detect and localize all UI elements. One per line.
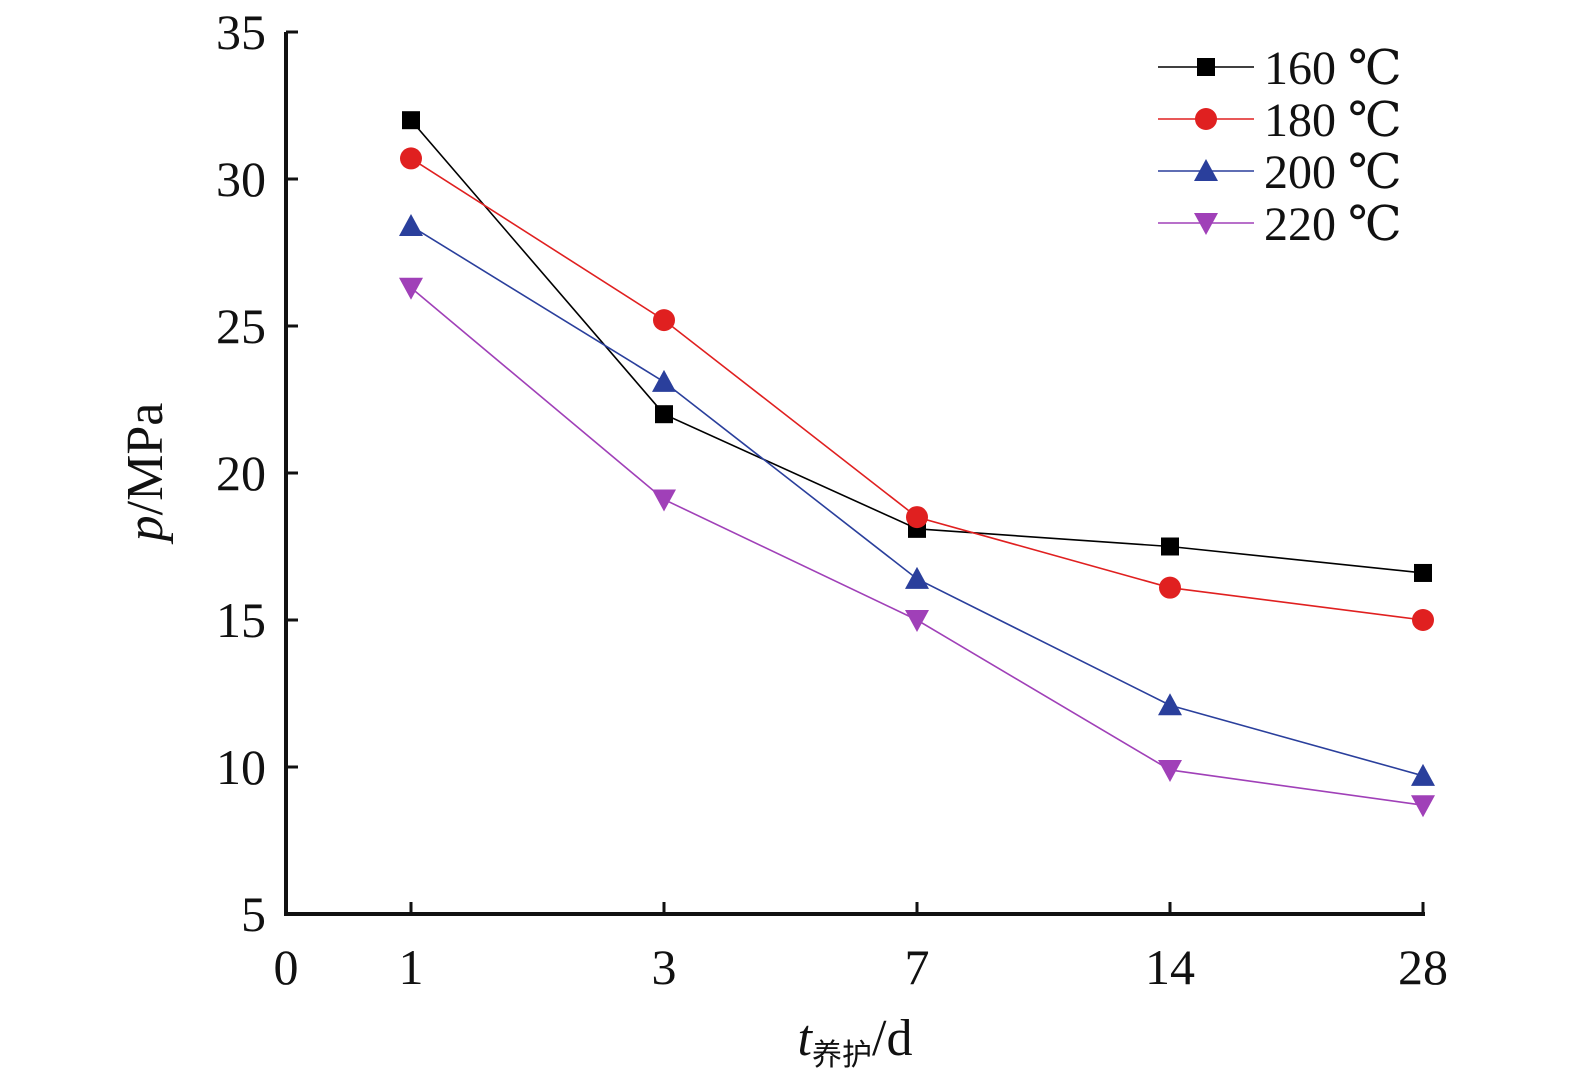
data-point [1161,537,1179,556]
x-tick-label: 28 [1398,939,1448,995]
data-point [1158,693,1182,716]
y-tick-label: 35 [216,4,266,60]
y-axis-variable: p [117,515,174,545]
data-point [905,610,929,632]
legend-marker [1197,58,1215,76]
y-axis-unit: /MPa [117,403,174,516]
legend-marker [1194,213,1218,235]
data-point [655,405,673,424]
data-point [652,489,676,512]
x-tick-label: 3 [652,939,677,995]
x-tick-label: 14 [1145,939,1195,995]
legend-marker [1194,159,1218,181]
x-axis-subscript: 养护 [812,1038,872,1073]
data-point [906,506,928,529]
data-point [1411,763,1435,786]
data-point [1412,609,1434,631]
legend-item: 160 ℃ [1158,42,1402,95]
series-1 [400,147,1434,631]
x-tick-label: 1 [399,939,424,995]
data-point [400,147,422,170]
series-layer [399,111,1435,818]
data-point [402,111,420,130]
y-tick-label: 5 [241,886,266,942]
legend-label: 180 ℃ [1264,94,1402,147]
series-3 [399,277,1435,818]
data-point [905,566,929,589]
y-axis-label: p/MPa [117,403,174,546]
x-axis-unit: /d [872,1010,912,1067]
y-tick-label: 15 [216,592,266,648]
y-tick-label: 10 [216,739,266,795]
legend-item: 180 ℃ [1158,94,1402,147]
data-point [1159,576,1181,599]
axes: 5 10 15 20 25 30 35 0 1 3 7 14 28 [216,4,1448,995]
y-tick-label: 25 [216,298,266,354]
data-point [1414,563,1432,582]
data-point [399,277,423,300]
y-tick-label: 30 [216,151,266,207]
legend-label: 220 ℃ [1264,198,1402,251]
data-point [653,309,675,332]
data-point [399,214,423,237]
legend-label: 160 ℃ [1264,42,1402,95]
x-axis-label: t养护/d [798,1010,913,1073]
x-tick-label: 0 [274,939,299,995]
series-0 [402,111,1432,582]
data-point [1411,795,1435,818]
legend-item: 220 ℃ [1158,198,1402,251]
data-point [1158,759,1182,782]
series-line [410,287,1424,807]
legend-marker [1195,108,1217,130]
series-2 [399,214,1435,786]
legend-item: 200 ℃ [1158,146,1402,199]
data-point [652,369,676,392]
x-tick-label: 7 [905,939,930,995]
legend-label: 200 ℃ [1264,146,1402,199]
y-tick-label: 20 [216,445,266,501]
x-axis-variable: t [798,1010,814,1067]
series-line [410,225,1424,777]
